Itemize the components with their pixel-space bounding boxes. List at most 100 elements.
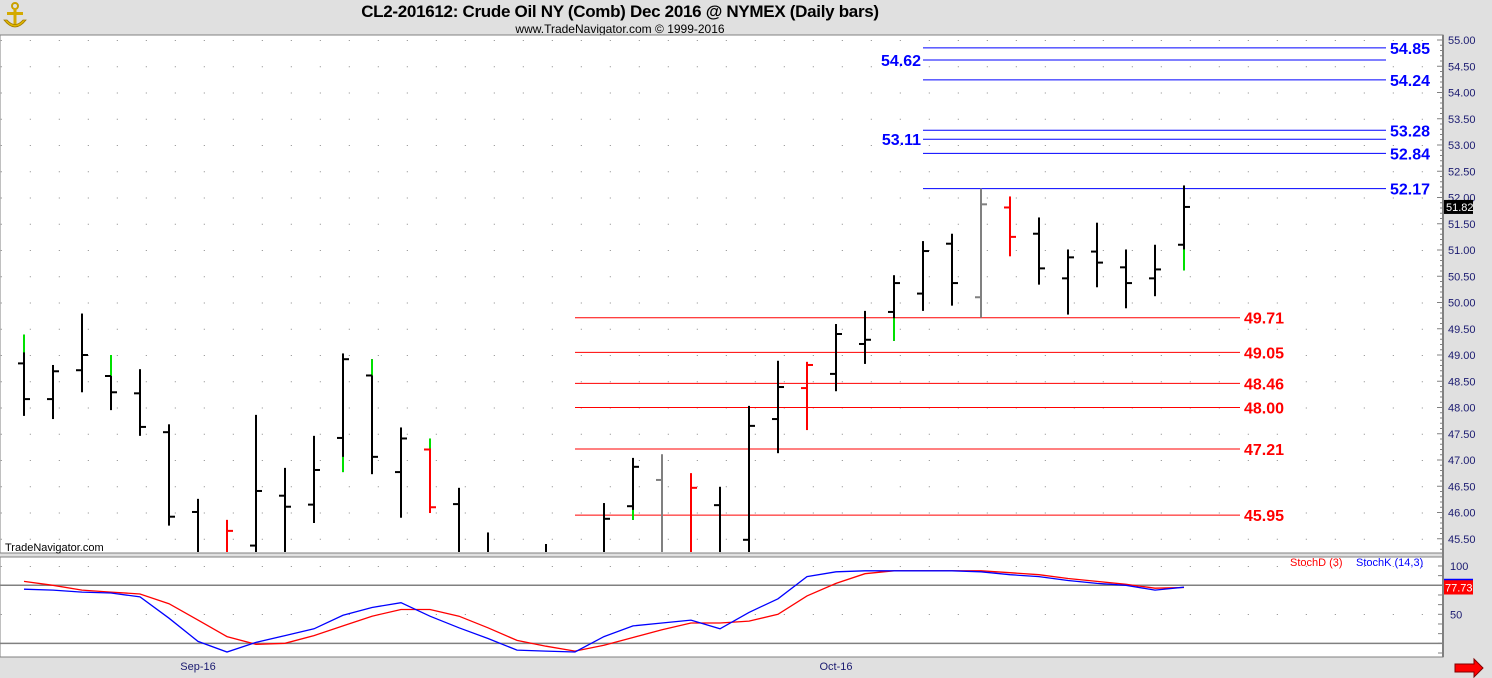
grid-dot	[87, 145, 89, 146]
grid-dot	[522, 328, 524, 330]
grid-dot	[1247, 460, 1249, 461]
grid-dot	[1363, 512, 1365, 514]
grid-dot	[1276, 381, 1278, 383]
grid-dot	[986, 197, 988, 199]
grid-dot	[783, 171, 785, 173]
grid-dot	[1189, 460, 1191, 461]
grid-dot	[522, 145, 524, 146]
grid-dot	[899, 223, 901, 225]
grid-dot	[116, 250, 118, 251]
price-plot-area[interactable]	[0, 34, 1444, 554]
grid-dot	[435, 66, 437, 68]
grid-dot	[261, 512, 263, 514]
grid-dot	[1392, 276, 1394, 278]
grid-dot	[1334, 145, 1336, 146]
grid-dot	[1334, 223, 1336, 225]
grid-dot	[261, 614, 263, 615]
grid-dot	[1305, 355, 1307, 356]
grid-dot	[377, 460, 379, 461]
price-tick-label: 48.00	[1448, 403, 1476, 415]
grid-dot	[464, 223, 466, 225]
grid-dot	[841, 355, 843, 356]
grid-dot	[1102, 171, 1104, 173]
grid-dot	[1247, 302, 1249, 304]
grid-dot	[957, 355, 959, 356]
grid-dot	[1073, 223, 1075, 225]
stochastic-plot-area[interactable]	[0, 556, 1444, 658]
grid-dot	[1421, 66, 1423, 68]
grid-dot	[319, 223, 321, 225]
grid-dot	[348, 407, 350, 409]
grid-dot	[1392, 355, 1394, 356]
grid-dot	[812, 223, 814, 225]
grid-dot	[58, 66, 60, 68]
grid-dot	[928, 302, 930, 304]
grid-dot	[1392, 118, 1394, 120]
grid-dot	[1131, 40, 1133, 41]
scroll-right-arrow-icon[interactable]	[1454, 657, 1484, 678]
grid-dot	[232, 66, 234, 68]
grid-dot	[812, 355, 814, 356]
grid-dot	[145, 171, 147, 173]
grid-dot	[116, 614, 118, 615]
grid-dot	[29, 486, 31, 488]
grid-dot	[435, 302, 437, 304]
grid-dot	[348, 433, 350, 435]
grid-dot	[58, 302, 60, 304]
grid-dot	[261, 118, 263, 120]
grid-dot	[1305, 486, 1307, 488]
grid-dot	[0, 118, 2, 120]
grid-dot	[870, 538, 872, 540]
date-tick-label: Sep-16	[180, 661, 215, 673]
grid-dot	[1247, 512, 1249, 514]
grid-dot	[812, 302, 814, 304]
grid-dot	[870, 276, 872, 278]
grid-dot	[1102, 92, 1104, 94]
grid-dot	[928, 171, 930, 173]
grid-dot	[754, 614, 756, 615]
grid-dot	[1392, 566, 1394, 567]
grid-dot	[232, 566, 234, 567]
grid-dot	[696, 614, 698, 615]
resistance-label: 54.24	[1390, 73, 1430, 90]
last-price-box	[1444, 199, 1473, 214]
grid-dot	[812, 118, 814, 120]
grid-dot	[1015, 223, 1017, 225]
grid-dot	[1305, 460, 1307, 461]
grid-dot	[551, 197, 553, 199]
price-tick-label: 46.50	[1448, 481, 1476, 493]
grid-dot	[0, 171, 2, 173]
grid-dot	[145, 118, 147, 120]
grid-dot	[1102, 118, 1104, 120]
grid-dot	[116, 118, 118, 120]
grid-dot	[580, 171, 582, 173]
grid-dot	[1189, 328, 1191, 330]
price-tick-label: 55.00	[1448, 35, 1476, 47]
grid-dot	[841, 197, 843, 199]
grid-dot	[870, 40, 872, 41]
grid-dot	[464, 328, 466, 330]
grid-dot	[1392, 460, 1394, 461]
grid-dot	[580, 223, 582, 225]
grid-dot	[348, 118, 350, 120]
grid-dot	[348, 276, 350, 278]
grid-dot	[1276, 171, 1278, 173]
grid-dot	[841, 145, 843, 146]
ohlc-bar	[1033, 217, 1045, 285]
grid-dot	[957, 614, 959, 615]
grid-dot	[1073, 276, 1075, 278]
ohlc-bar	[656, 454, 663, 552]
grid-dot	[551, 92, 553, 94]
support-label: 49.71	[1244, 311, 1284, 328]
grid-dot	[1131, 460, 1133, 461]
grid-dot	[725, 486, 727, 488]
grid-dot	[638, 381, 640, 383]
grid-dot	[464, 66, 466, 68]
grid-dot	[116, 512, 118, 514]
grid-dot	[1421, 40, 1423, 41]
grid-dot	[174, 614, 176, 615]
grid-dot	[899, 381, 901, 383]
grid-dot	[348, 302, 350, 304]
grid-dot	[116, 407, 118, 409]
